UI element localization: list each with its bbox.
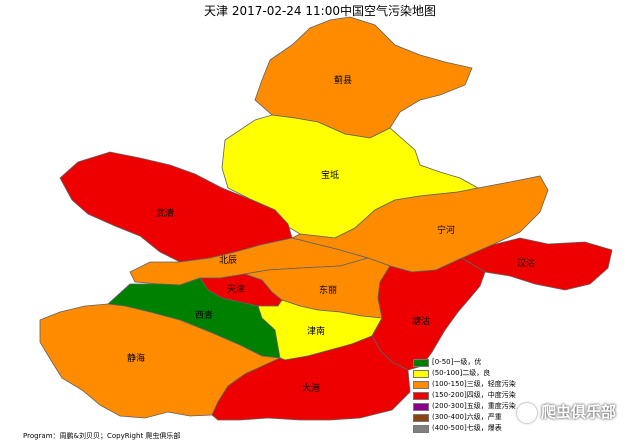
- legend-label: [0-50]一级，优: [432, 358, 482, 366]
- watermark-text: 爬虫俱乐部: [541, 403, 617, 421]
- label-jixian: 蓟县: [334, 74, 352, 86]
- legend-label: (200-300]五级，重度污染: [432, 402, 516, 410]
- map-title: 天津 2017-02-24 11:00中国空气污染地图: [204, 4, 436, 18]
- district-hangu: [461, 237, 613, 291]
- legend-label: (100-150]三级，轻度污染: [432, 380, 516, 388]
- legend-swatch: [413, 424, 429, 433]
- label-hangu: 汉沽: [517, 257, 535, 269]
- legend-swatch: [413, 369, 429, 378]
- label-dagang: 大港: [302, 382, 320, 394]
- legend-item: (150-200]四级，中度污染: [413, 390, 516, 401]
- label-ninghe: 宁河: [437, 224, 455, 236]
- label-baodi: 宝坻: [321, 169, 339, 181]
- district-dagang: [211, 335, 411, 421]
- legend-item: (100-150]三级，轻度污染: [413, 379, 516, 390]
- label-beichen: 北辰: [219, 255, 237, 266]
- legend-label: (400-500]七级，爆表: [432, 424, 502, 432]
- legend-swatch: [413, 380, 429, 389]
- legend-item: (300-400]六级，严重: [413, 412, 516, 423]
- district-tanggu: [371, 257, 486, 371]
- map-legend: [0-50]一级，优 (50-100]二级，良 (100-150]三级，轻度污染…: [413, 357, 516, 434]
- label-tianjin: 天津: [227, 284, 245, 295]
- label-tanggu: 塘沽: [412, 315, 430, 327]
- legend-item: (200-300]五级，重度污染: [413, 401, 516, 412]
- label-jinghai: 静海: [127, 352, 145, 364]
- legend-item: (50-100]二级，良: [413, 368, 516, 379]
- legend-label: (50-100]二级，良: [432, 369, 491, 377]
- watermark-logo-icon: [517, 402, 537, 423]
- label-dongli: 东丽: [319, 284, 337, 296]
- legend-item: [0-50]一级，优: [413, 357, 516, 368]
- legend-label: (150-200]四级，中度污染: [432, 391, 516, 399]
- legend-swatch: [413, 402, 429, 411]
- program-credit: Program：周鹏&刘贝贝；CopyRight 爬虫俱乐部: [23, 432, 181, 440]
- legend-item: (400-500]七级，爆表: [413, 423, 516, 434]
- legend-label: (300-400]六级，严重: [432, 413, 502, 421]
- legend-swatch: [413, 391, 429, 400]
- watermark: 爬虫俱乐部: [517, 401, 616, 423]
- legend-swatch: [413, 358, 429, 367]
- label-jinnan: 津南: [307, 325, 325, 337]
- label-xiqing: 西青: [195, 309, 213, 321]
- label-wuqing: 武清: [156, 207, 174, 219]
- legend-swatch: [413, 413, 429, 422]
